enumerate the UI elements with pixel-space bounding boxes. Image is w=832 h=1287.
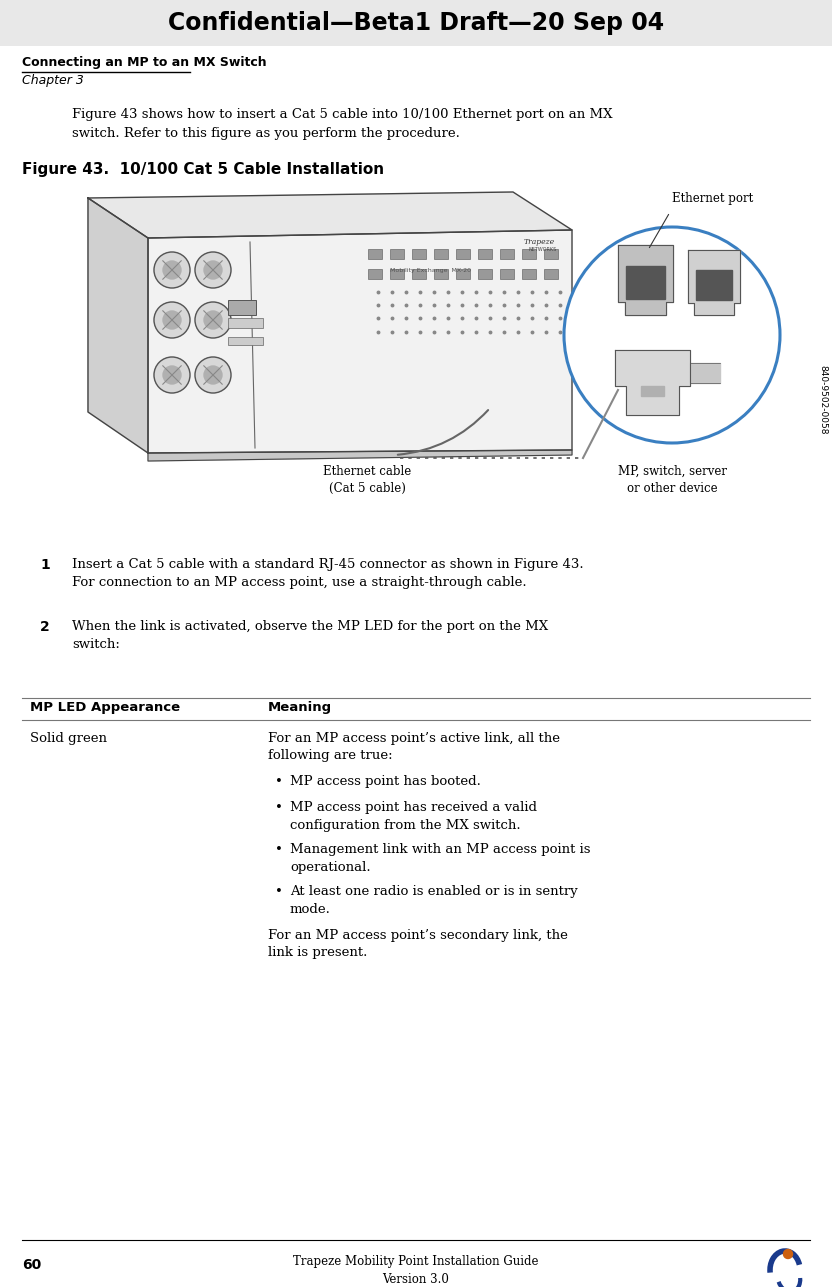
Text: MP, switch, server
or other device: MP, switch, server or other device [617,465,726,495]
Circle shape [195,302,231,338]
Text: For an MP access point’s secondary link, the
link is present.: For an MP access point’s secondary link,… [268,929,568,959]
Circle shape [154,356,190,393]
Text: 60: 60 [22,1257,42,1272]
Text: Ethernet cable
(Cat 5 cable): Ethernet cable (Cat 5 cable) [323,465,411,495]
Polygon shape [626,266,665,299]
Text: Meaning: Meaning [268,701,332,714]
Text: Management link with an MP access point is
operational.: Management link with an MP access point … [290,843,591,874]
Polygon shape [690,363,720,382]
Text: Trapeze Mobility Point Installation Guide
Version 3.0: Trapeze Mobility Point Installation Guid… [293,1255,539,1286]
Circle shape [195,252,231,288]
FancyBboxPatch shape [478,248,492,259]
Text: Confidential—Beta1 Draft—20 Sep 04: Confidential—Beta1 Draft—20 Sep 04 [168,12,664,35]
FancyBboxPatch shape [456,248,470,259]
Text: •: • [275,885,283,898]
Text: At least one radio is enabled or is in sentry
mode.: At least one radio is enabled or is in s… [290,885,577,915]
Circle shape [784,1250,793,1259]
Polygon shape [696,269,732,300]
FancyBboxPatch shape [390,269,404,279]
FancyBboxPatch shape [478,269,492,279]
Circle shape [204,366,222,384]
Text: Insert a Cat 5 cable with a standard RJ-45 connector as shown in Figure 43.
For : Insert a Cat 5 cable with a standard RJ-… [72,559,583,589]
FancyBboxPatch shape [500,248,514,259]
Circle shape [163,366,181,384]
Polygon shape [615,350,690,414]
FancyBboxPatch shape [368,248,382,259]
Circle shape [204,261,222,279]
Text: Figure 43 shows how to insert a Cat 5 cable into 10/100 Ethernet port on an MX
s: Figure 43 shows how to insert a Cat 5 ca… [72,108,612,139]
Text: Mobility Exchange  MX-20: Mobility Exchange MX-20 [390,268,471,273]
FancyBboxPatch shape [434,269,448,279]
FancyBboxPatch shape [368,269,382,279]
Polygon shape [148,230,572,453]
Bar [228,318,263,328]
Polygon shape [641,386,664,395]
Circle shape [564,227,780,443]
Text: Trapeze: Trapeze [524,238,555,246]
Text: 2: 2 [40,620,50,634]
Circle shape [204,311,222,329]
FancyBboxPatch shape [544,269,558,279]
Text: Chapter 3: Chapter 3 [22,73,84,88]
Bar [0,0,832,46]
Text: 1: 1 [40,559,50,571]
Text: For an MP access point’s active link, all the
following are true:: For an MP access point’s active link, al… [268,732,560,762]
Text: MP access point has received a valid
configuration from the MX switch.: MP access point has received a valid con… [290,802,537,831]
Text: 840-9502-0058: 840-9502-0058 [819,366,828,435]
Circle shape [163,311,181,329]
Polygon shape [88,198,148,453]
Text: Ethernet port: Ethernet port [672,192,753,205]
Polygon shape [618,245,673,315]
Circle shape [154,252,190,288]
FancyBboxPatch shape [434,248,448,259]
Circle shape [163,261,181,279]
FancyBboxPatch shape [544,248,558,259]
Text: Figure 43.  10/100 Cat 5 Cable Installation: Figure 43. 10/100 Cat 5 Cable Installati… [22,162,384,178]
Polygon shape [148,450,572,461]
FancyBboxPatch shape [500,269,514,279]
FancyBboxPatch shape [390,248,404,259]
Text: Solid green: Solid green [30,732,107,745]
FancyBboxPatch shape [412,248,426,259]
Text: •: • [275,802,283,815]
Text: •: • [275,843,283,856]
Bar [228,300,256,315]
Text: •: • [275,775,283,788]
Polygon shape [688,250,740,315]
Text: MP LED Appearance: MP LED Appearance [30,701,180,714]
FancyBboxPatch shape [522,248,536,259]
Text: MP access point has booted.: MP access point has booted. [290,775,481,788]
Circle shape [195,356,231,393]
FancyBboxPatch shape [456,269,470,279]
Polygon shape [88,192,572,238]
FancyBboxPatch shape [412,269,426,279]
Bar [228,337,263,345]
Circle shape [154,302,190,338]
Text: When the link is activated, observe the MP LED for the port on the MX
switch:: When the link is activated, observe the … [72,620,548,651]
Text: NETWORKS: NETWORKS [529,247,557,252]
Text: Connecting an MP to an MX Switch: Connecting an MP to an MX Switch [22,57,266,69]
FancyBboxPatch shape [522,269,536,279]
